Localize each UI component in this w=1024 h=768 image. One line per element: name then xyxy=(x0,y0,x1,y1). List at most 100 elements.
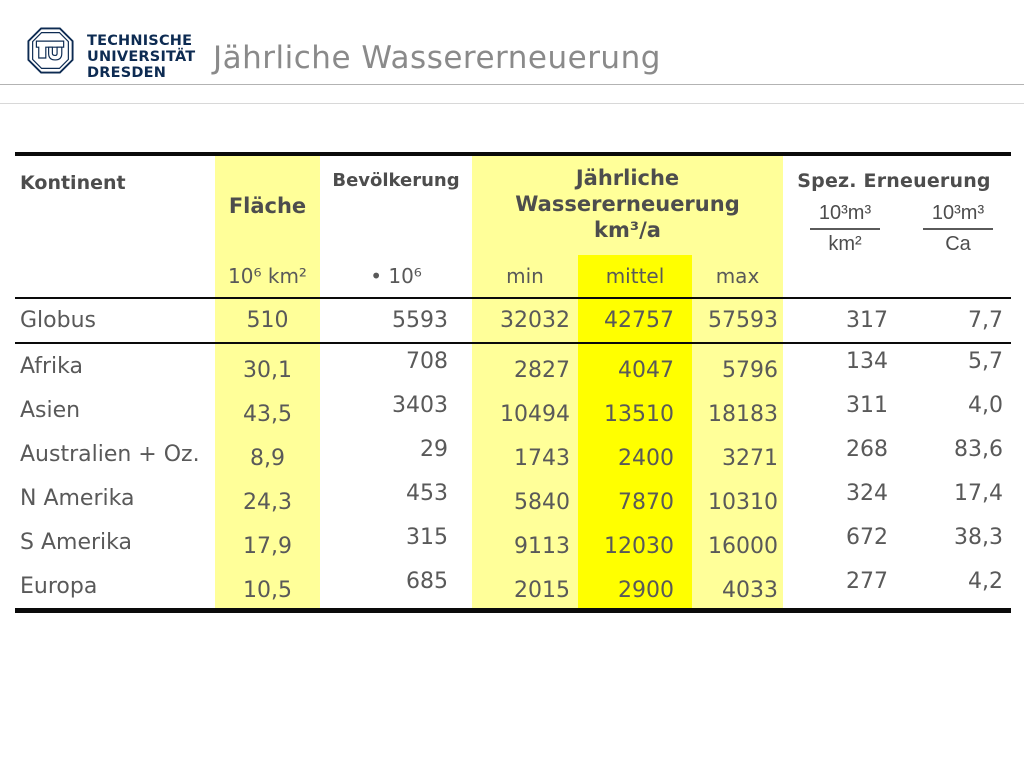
cell-bevoelkerung: 29 xyxy=(420,436,448,462)
cell-bevoelkerung: 315 xyxy=(406,524,448,550)
cell-spez-km2: 311 xyxy=(846,392,888,418)
cell-name: N Amerika xyxy=(20,485,135,511)
header-wassererneuerung: Jährliche Wassererneuerung km³/a xyxy=(472,165,783,243)
header-spez-erneuerung: Spez. Erneuerung xyxy=(797,170,991,192)
cell-mittel: 13510 xyxy=(604,401,674,427)
table-top-border xyxy=(15,152,1011,156)
table-header-border xyxy=(15,297,1011,299)
cell-mittel: 2400 xyxy=(618,445,674,471)
cell-min: 2015 xyxy=(514,577,570,603)
spez-ca-denominator: Ca xyxy=(945,233,971,255)
tud-logo: TECHNISCHE UNIVERSITÄT DRESDEN xyxy=(27,26,195,82)
cell-spez-km2: 268 xyxy=(846,436,888,462)
cell-flaeche: 510 xyxy=(246,308,289,333)
water-renewal-table: Kontinent Fläche Bevölkerung Jährliche W… xyxy=(15,152,1011,613)
cell-spez-km2: 134 xyxy=(846,348,888,374)
logo-text-line2: UNIVERSITÄT xyxy=(87,49,196,66)
cell-min: 2827 xyxy=(514,357,570,383)
flaeche-column-highlight xyxy=(215,156,320,608)
cell-flaeche: 43,5 xyxy=(243,401,292,427)
tud-octagon-icon xyxy=(27,27,74,74)
spez-km2-denominator: km² xyxy=(828,233,862,255)
continent-rows: Afrika 30,1 708 2827 4047 5796 134 5,7 A… xyxy=(15,344,1011,608)
cell-max: 16000 xyxy=(708,533,778,559)
table-row: N Amerika 24,3 453 5840 7870 10310 324 1… xyxy=(15,476,1011,520)
cell-spez-km2: 277 xyxy=(846,568,888,594)
cell-spez-ca: 17,4 xyxy=(954,480,1003,506)
cell-spez-km2: 317 xyxy=(846,308,888,333)
cell-max: 3271 xyxy=(722,445,778,471)
cell-max: 18183 xyxy=(708,401,778,427)
divider-line-top xyxy=(0,84,1024,85)
cell-mittel: 42757 xyxy=(604,308,674,333)
subheader-max: max xyxy=(715,264,760,288)
divider-line-bottom xyxy=(0,103,1024,104)
cell-spez-km2: 672 xyxy=(846,524,888,550)
table-bottom-border xyxy=(15,608,1011,613)
spez-unit-per-capita: 10³m³ Ca xyxy=(905,201,1011,257)
cell-max: 10310 xyxy=(708,489,778,515)
cell-min: 32032 xyxy=(500,308,570,333)
subheader-min: min xyxy=(506,264,544,288)
cell-max: 5796 xyxy=(722,357,778,383)
table-row: Asien 43,5 3403 10494 13510 18183 311 4,… xyxy=(15,388,1011,432)
header-wasser-line2: Wassererneuerung xyxy=(515,192,740,216)
spez-ca-numerator: 10³m³ xyxy=(922,201,994,230)
cell-flaeche: 17,9 xyxy=(243,533,292,559)
header-bevoelkerung: Bevölkerung xyxy=(332,170,460,191)
cell-spez-ca: 4,2 xyxy=(968,568,1003,594)
cell-min: 10494 xyxy=(500,401,570,427)
cell-bevoelkerung: 453 xyxy=(406,480,448,506)
cell-min: 1743 xyxy=(514,445,570,471)
table-row: Afrika 30,1 708 2827 4047 5796 134 5,7 xyxy=(15,344,1011,388)
cell-bevoelkerung: 3403 xyxy=(392,392,448,418)
cell-max: 57593 xyxy=(708,308,778,333)
globus-row-border xyxy=(15,342,1011,344)
subheader-bevoelkerung-unit: • 10⁶ xyxy=(370,264,422,288)
header-flaeche: Fläche xyxy=(228,194,307,218)
spez-unit-per-km2: 10³m³ km² xyxy=(790,201,900,257)
cell-spez-ca: 4,0 xyxy=(968,392,1003,418)
cell-bevoelkerung: 685 xyxy=(406,568,448,594)
subheader-mittel: mittel xyxy=(605,264,665,288)
cell-name: S Amerika xyxy=(20,529,132,555)
cell-name: Afrika xyxy=(20,353,84,379)
cell-flaeche: 8,9 xyxy=(250,445,285,471)
table-row-globus: Globus 510 5593 32032 42757 57593 317 7,… xyxy=(15,299,1011,342)
cell-spez-ca: 7,7 xyxy=(968,308,1003,333)
cell-flaeche: 24,3 xyxy=(243,489,292,515)
header-wasser-line3: km³/a xyxy=(594,218,661,242)
cell-spez-ca: 38,3 xyxy=(954,524,1003,550)
logo-text-line1: TECHNISCHE xyxy=(87,33,193,49)
cell-min: 5840 xyxy=(514,489,570,515)
cell-bevoelkerung: 5593 xyxy=(392,308,448,333)
cell-name: Australien + Oz. xyxy=(20,441,200,467)
cell-bevoelkerung: 708 xyxy=(406,348,448,374)
spez-km2-numerator: 10³m³ xyxy=(809,201,881,230)
header-kontinent: Kontinent xyxy=(20,172,126,194)
cell-mittel: 4047 xyxy=(618,357,674,383)
cell-spez-km2: 324 xyxy=(846,480,888,506)
table-row: Europa 10,5 685 2015 2900 4033 277 4,2 xyxy=(15,564,1011,608)
cell-mittel: 7870 xyxy=(618,489,674,515)
table-row: Australien + Oz. 8,9 29 1743 2400 3271 2… xyxy=(15,432,1011,476)
logo-wordmark: TECHNISCHE UNIVERSITÄT DRESDEN xyxy=(87,33,195,82)
subheader-flaeche-unit: 10⁶ km² xyxy=(228,264,307,288)
page-title: Jährliche Wassererneuerung xyxy=(213,40,661,76)
cell-mittel: 2900 xyxy=(618,577,674,603)
cell-spez-ca: 5,7 xyxy=(968,348,1003,374)
cell-name: Europa xyxy=(20,573,98,599)
cell-name: Asien xyxy=(20,397,81,423)
cell-flaeche: 10,5 xyxy=(243,577,292,603)
header-wasser-line1: Jährliche xyxy=(575,166,680,190)
cell-name: Globus xyxy=(20,308,96,333)
cell-max: 4033 xyxy=(722,577,778,603)
cell-flaeche: 30,1 xyxy=(243,357,292,383)
cell-min: 9113 xyxy=(514,533,570,559)
logo-text-line3: DRESDEN xyxy=(87,65,167,82)
mittel-column-highlight xyxy=(578,255,692,608)
cell-spez-ca: 83,6 xyxy=(954,436,1003,462)
table-row: S Amerika 17,9 315 9113 12030 16000 672 … xyxy=(15,520,1011,564)
cell-mittel: 12030 xyxy=(604,533,674,559)
